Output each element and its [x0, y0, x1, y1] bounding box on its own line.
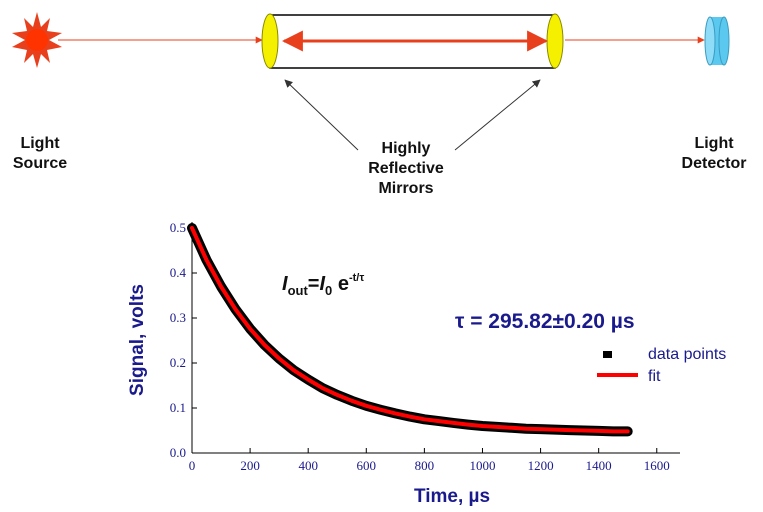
x-tick-label: 600 [357, 458, 377, 473]
diagram-label: Reflective [368, 160, 444, 177]
equation-part: = [308, 273, 320, 295]
legend-marker [603, 351, 612, 358]
detector-icon [704, 16, 730, 66]
diagram-label: Source [13, 155, 67, 172]
x-tick-label: 0 [189, 458, 196, 473]
x-axis-label: Time, µs [414, 486, 490, 507]
y-tick-label: 0.1 [170, 400, 186, 415]
y-tick-label: 0.5 [170, 220, 186, 235]
legend-label: fit [648, 368, 661, 385]
diagram-labels: Light Source Highly Reflective Mirrors Light D… [13, 135, 747, 197]
diagram-label: Mirrors [378, 180, 433, 197]
diagram-label: Detector [682, 155, 747, 172]
x-tick-label: 200 [240, 458, 260, 473]
y-tick-label: 0.4 [170, 265, 187, 280]
y-tick-label: 0.2 [170, 355, 186, 370]
annotation: τ = 295.82±0.20 µs [455, 310, 635, 333]
equation-part: I [319, 273, 325, 295]
equation-part: -t/τ [349, 272, 364, 284]
mirror [546, 13, 564, 69]
pointer-arrow [284, 79, 359, 151]
equation-part: 0 [325, 283, 332, 298]
light-source-icon [12, 12, 62, 68]
fit-line [190, 226, 630, 434]
diagram-label: Light [20, 135, 60, 152]
equation-part: e [332, 273, 349, 295]
equation-part: out [288, 283, 309, 298]
legend-label: data points [648, 346, 726, 363]
y-tick-label: 0.3 [170, 310, 186, 325]
x-tick-label: 400 [298, 458, 318, 473]
chart: 0.0 0.1 0.2 0.3 0.4 0.5 0 200 400 600 800 1000 1200 1… [127, 220, 726, 507]
y-tick-label: 0.0 [170, 445, 186, 460]
y-axis-label: Signal, volts [127, 284, 148, 396]
x-tick-label: 1600 [644, 458, 670, 473]
x-tick-label: 1000 [469, 458, 495, 473]
equation: Iout=I0 e-t/τ [282, 272, 364, 298]
pointer-arrow [454, 79, 541, 151]
x-tick-label: 800 [415, 458, 435, 473]
mirror [261, 13, 279, 69]
equation-part: I [282, 273, 288, 295]
diagram-label: Light [694, 135, 734, 152]
diagram-label: Highly [382, 140, 431, 157]
x-tick-label: 1200 [528, 458, 554, 473]
x-tick-label: 1400 [586, 458, 612, 473]
